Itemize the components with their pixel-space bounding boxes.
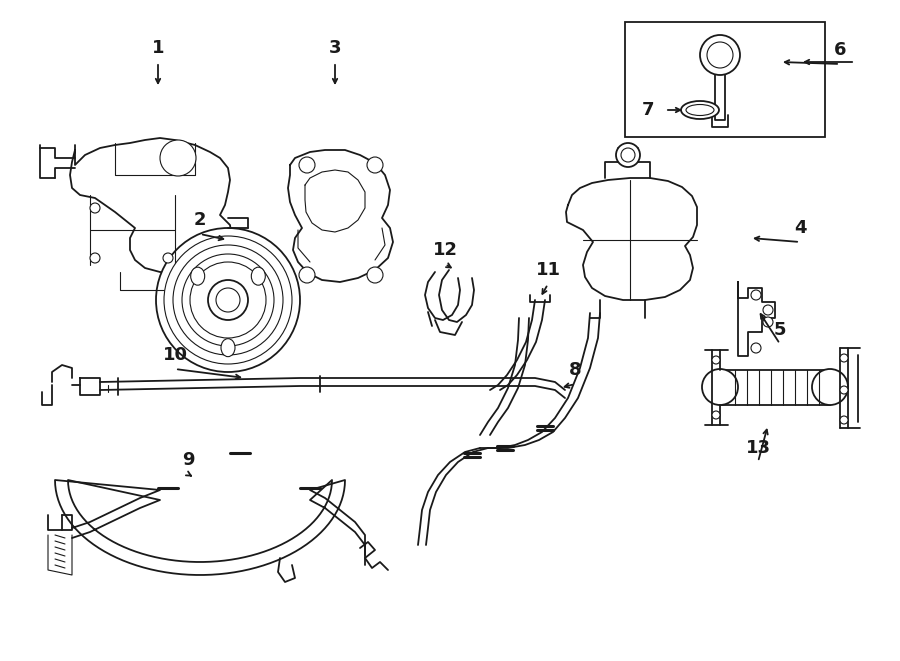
Circle shape: [164, 236, 292, 364]
Text: 6: 6: [833, 41, 846, 59]
Polygon shape: [738, 282, 775, 356]
Circle shape: [367, 267, 383, 283]
Circle shape: [616, 143, 640, 167]
Ellipse shape: [681, 101, 719, 119]
Text: 11: 11: [536, 261, 561, 279]
Circle shape: [173, 245, 283, 355]
Bar: [720, 370, 830, 405]
Circle shape: [712, 411, 720, 419]
Circle shape: [299, 157, 315, 173]
Text: 2: 2: [194, 211, 206, 229]
Ellipse shape: [191, 267, 204, 285]
Circle shape: [751, 343, 761, 353]
Text: 1: 1: [152, 39, 164, 57]
Text: 5: 5: [774, 321, 787, 339]
Circle shape: [160, 140, 196, 176]
Circle shape: [299, 267, 315, 283]
Circle shape: [763, 317, 773, 327]
Circle shape: [840, 354, 848, 362]
Polygon shape: [288, 150, 393, 282]
Circle shape: [182, 254, 274, 346]
Circle shape: [751, 290, 761, 300]
Text: 4: 4: [794, 219, 806, 237]
Circle shape: [812, 369, 848, 405]
Circle shape: [90, 203, 100, 213]
Polygon shape: [80, 378, 100, 395]
Circle shape: [702, 369, 738, 405]
Text: 10: 10: [163, 346, 187, 364]
Ellipse shape: [686, 104, 714, 116]
Circle shape: [163, 253, 173, 263]
Ellipse shape: [251, 267, 266, 285]
Circle shape: [621, 148, 635, 162]
Circle shape: [367, 157, 383, 173]
Circle shape: [763, 305, 773, 315]
Circle shape: [216, 288, 240, 312]
Text: 13: 13: [745, 439, 770, 457]
Polygon shape: [70, 138, 232, 273]
Text: 7: 7: [642, 101, 654, 119]
Circle shape: [700, 35, 740, 75]
Text: 3: 3: [328, 39, 341, 57]
Circle shape: [208, 280, 248, 320]
Polygon shape: [305, 170, 365, 232]
Text: 9: 9: [182, 451, 194, 469]
Ellipse shape: [221, 338, 235, 357]
Circle shape: [840, 416, 848, 424]
Circle shape: [156, 228, 300, 372]
Circle shape: [712, 356, 720, 364]
Circle shape: [190, 262, 266, 338]
Circle shape: [840, 386, 848, 394]
Circle shape: [707, 42, 733, 68]
Circle shape: [90, 253, 100, 263]
Text: 12: 12: [433, 241, 457, 259]
Polygon shape: [566, 178, 697, 300]
Text: 8: 8: [569, 361, 581, 379]
Bar: [625, 22, 825, 137]
